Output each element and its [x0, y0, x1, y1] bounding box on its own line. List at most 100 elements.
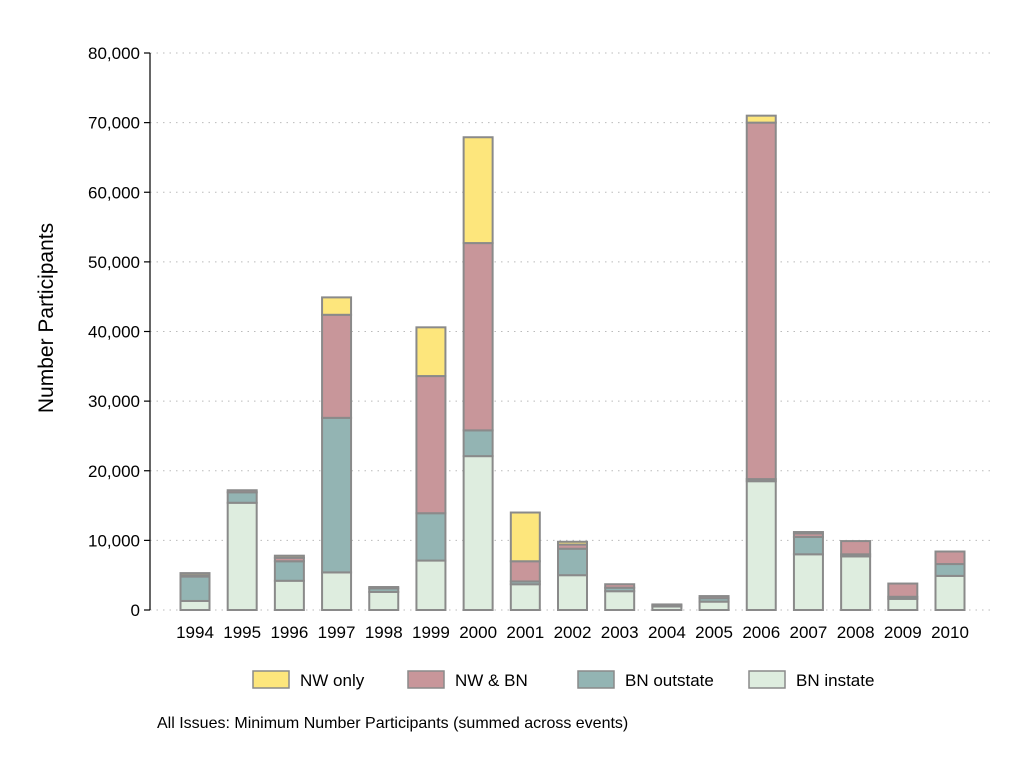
bar-nw-bn-2010 — [934, 550, 966, 566]
bar-bn-outstate-1997 — [321, 416, 353, 574]
y-tick-label: 80,000 — [88, 44, 140, 63]
legend-label: NW & BN — [455, 671, 528, 690]
x-tick-label: 2005 — [695, 623, 733, 642]
bar-stack-1995 — [226, 489, 258, 611]
bar-nw-only-1999 — [415, 326, 447, 378]
bar-bn-outstate-1996 — [273, 560, 305, 582]
bar-stack-2003 — [604, 583, 636, 611]
y-axis-ticks: 0 10,000 20,000 30,000 40,000 50,000 60,000 70,… — [88, 44, 150, 620]
bar-bn-outstate-1999 — [415, 512, 447, 562]
bar-nw-bn-1997 — [321, 313, 353, 419]
x-axis-ticks: 1994 1995 1996 1997 1998 1999 2000 2001 2002 2003… — [176, 623, 969, 642]
bar-nw-bn-1999 — [415, 375, 447, 515]
bar-nw-bn-1995 — [226, 489, 258, 494]
bar-nw-only-2007 — [792, 531, 824, 535]
bar-bn-instate-2009 — [887, 597, 919, 611]
bar-nw-bn-2003 — [604, 583, 636, 589]
bar-bn-instate-2006 — [745, 480, 777, 611]
bar-nw-only-2000 — [462, 136, 494, 245]
bar-stack-1997 — [321, 296, 353, 612]
bar-bn-instate-2010 — [934, 574, 966, 611]
x-tick-label: 2004 — [648, 623, 686, 642]
legend-swatch — [748, 670, 786, 689]
legend-label: BN instate — [796, 671, 874, 690]
bar-bn-instate-1995 — [226, 501, 258, 611]
bar-nw-bn-2001 — [509, 560, 541, 583]
x-tick-label: 2000 — [459, 623, 497, 642]
bar-stack-2001 — [509, 511, 541, 612]
bar-stack-1996 — [273, 554, 305, 612]
legend-swatch — [252, 670, 290, 689]
bar-bn-outstate-2010 — [934, 563, 966, 577]
bar-nw-only-2002 — [557, 540, 588, 546]
bar-nw-only-1996 — [273, 554, 305, 559]
bar-stack-2006 — [745, 114, 777, 611]
y-tick-label: 0 — [131, 601, 140, 620]
bar-stack-2000 — [462, 136, 494, 611]
x-tick-label: 2006 — [742, 623, 780, 642]
bar-bn-instate-1997 — [321, 571, 353, 612]
bar-bn-instate-2000 — [462, 455, 494, 611]
x-tick-label: 2007 — [790, 623, 828, 642]
x-tick-label: 1998 — [365, 623, 403, 642]
bar-bn-instate-2008 — [840, 555, 872, 611]
y-tick-label: 70,000 — [88, 114, 140, 133]
bar-bn-instate-2005 — [698, 600, 730, 612]
x-tick-label: 1997 — [318, 623, 356, 642]
bar-nw-only-1997 — [321, 296, 353, 316]
bar-bn-outstate-1995 — [226, 491, 258, 504]
bar-bn-outstate-2000 — [462, 429, 494, 458]
y-tick-label: 50,000 — [88, 253, 140, 272]
y-tick-label: 40,000 — [88, 323, 140, 342]
bar-stack-1999 — [415, 326, 447, 611]
x-tick-label: 2002 — [554, 623, 592, 642]
x-tick-label: 1999 — [412, 623, 450, 642]
chart-note: All Issues: Minimum Number Participants … — [157, 715, 628, 732]
bar-nw-bn-2005 — [698, 595, 730, 600]
bar-bn-instate-1998 — [368, 590, 400, 612]
bar-nw-bn-2004 — [651, 603, 683, 607]
bar-stack-1994 — [179, 572, 211, 611]
bar-stack-2005 — [698, 595, 730, 612]
bar-bn-outstate-2002 — [557, 547, 588, 577]
x-tick-label: 1995 — [223, 623, 261, 642]
x-tick-label: 2001 — [506, 623, 544, 642]
bar-nw-bn-2006 — [745, 121, 777, 481]
bar-nw-bn-1998 — [368, 586, 400, 590]
bar-stack-2007 — [792, 531, 824, 611]
bar-nw-only-1994 — [179, 572, 211, 577]
bar-nw-bn-2009 — [887, 582, 919, 598]
bar-nw-only-2001 — [509, 511, 541, 563]
y-axis-title: Number Participants — [35, 223, 58, 413]
x-tick-label: 1996 — [270, 623, 308, 642]
bar-nw-only-2006 — [745, 114, 777, 124]
bar-stack-2008 — [840, 540, 872, 611]
legend-swatch — [577, 670, 615, 689]
x-tick-label: 2003 — [601, 623, 639, 642]
bar-bn-outstate-2007 — [792, 535, 824, 556]
bars — [179, 114, 966, 612]
x-tick-label: 2010 — [931, 623, 969, 642]
bar-bn-instate-2001 — [509, 583, 541, 612]
legend-swatch — [407, 670, 445, 689]
y-tick-label: 30,000 — [88, 392, 140, 411]
y-tick-label: 20,000 — [88, 462, 140, 481]
bar-stack-2009 — [887, 582, 919, 611]
x-tick-label: 1994 — [176, 623, 214, 642]
bar-bn-instate-1996 — [273, 579, 305, 612]
legend: NW only NW & BN BN outstate BN instate — [252, 670, 874, 690]
y-tick-label: 10,000 — [88, 531, 140, 550]
bar-bn-instate-1994 — [179, 599, 211, 611]
bar-nw-bn-2008 — [840, 540, 872, 556]
bar-stack-2010 — [934, 550, 966, 611]
bar-bn-instate-2007 — [792, 553, 824, 611]
y-tick-label: 60,000 — [88, 183, 140, 202]
bar-bn-instate-1999 — [415, 559, 447, 611]
gridlines — [150, 52, 990, 611]
bar-bn-outstate-1994 — [179, 575, 211, 602]
bar-stack-2002 — [557, 540, 588, 611]
bar-stack-1998 — [368, 586, 400, 612]
legend-label: BN outstate — [625, 671, 714, 690]
bar-nw-bn-2000 — [462, 242, 494, 432]
